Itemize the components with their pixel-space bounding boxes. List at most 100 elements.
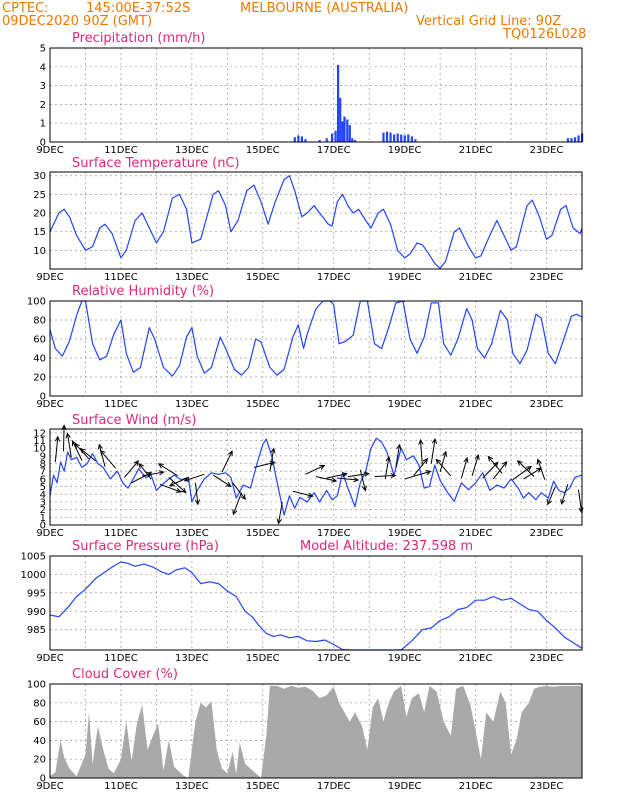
precip-bar (385, 131, 389, 142)
x-tick-label: 17DEC (317, 399, 351, 410)
y-tick-label: 80 (33, 316, 46, 327)
y-tick-label: 20 (33, 209, 46, 220)
wind-line (49, 437, 583, 516)
precip-bar (336, 64, 340, 142)
x-tick-label: 11DEC (104, 145, 138, 156)
precip-bar (389, 132, 392, 142)
wind-arrow (99, 449, 116, 469)
x-tick-label: 19DEC (388, 399, 422, 410)
y-tick-label: 9 (40, 451, 46, 462)
header-run-code: TQ0126L028 (503, 27, 587, 42)
humidity-line (49, 300, 583, 377)
x-tick-label: 13DEC (175, 399, 209, 410)
x-tick-label: 23DEC (530, 781, 564, 792)
x-tick-label: 11DEC (104, 781, 138, 792)
x-tick-label: 13DEC (175, 781, 209, 792)
cloud-cover-frame (49, 683, 583, 779)
x-tick-label: 9DEC (36, 781, 63, 792)
x-tick-label: 19DEC (388, 145, 422, 156)
y-tick-label: 15 (33, 227, 46, 238)
x-tick-label: 9DEC (36, 145, 63, 156)
precipitation-frame (49, 47, 583, 143)
y-tick-label: 12 (33, 428, 46, 439)
y-tick-label: 5 (40, 44, 46, 55)
header-grid-note: Vertical Grid Line: 90Z (416, 14, 562, 29)
precip-bar (382, 132, 385, 142)
wind-arrow (435, 458, 452, 477)
x-tick-label: 19DEC (388, 781, 422, 792)
y-tick-label: 3 (40, 81, 46, 92)
wind-arrow (97, 443, 106, 467)
y-tick-label: 995 (27, 588, 46, 599)
precip-bar (566, 138, 570, 142)
y-tick-label: 40 (33, 736, 46, 747)
precip-bar (570, 138, 573, 142)
wind-arrow (168, 476, 189, 487)
wind-arrow (157, 463, 178, 477)
y-tick-label: 3 (40, 497, 46, 508)
x-tick-label: 23DEC (530, 653, 564, 664)
y-tick-label: 0 (40, 521, 46, 532)
y-tick-label: 10 (33, 246, 46, 257)
wind-arrow (194, 482, 201, 506)
y-tick-label: 1 (40, 513, 46, 524)
x-tick-label: 23DEC (530, 399, 564, 410)
wind-arrow (374, 473, 397, 479)
wind-arrow (460, 456, 469, 479)
temperature-panel: Surface Temperature (nC) 10 15 20 25 30 9DEC 11… (33, 156, 583, 283)
wind-arrow (292, 490, 314, 498)
precip-bar (334, 130, 337, 142)
y-tick-label: 20 (33, 373, 46, 384)
wind-arrow (384, 455, 391, 480)
wind-arrow (404, 470, 432, 480)
x-tick-label: 13DEC (175, 145, 209, 156)
wind-arrow (183, 473, 205, 482)
x-tick-label: 19DEC (388, 528, 422, 539)
temperature-line (49, 175, 583, 269)
header-coords: 145:00E-37:52S (86, 1, 191, 16)
wind-arrow (138, 462, 152, 480)
wind-arrow (359, 469, 367, 492)
y-tick-label: 2 (40, 100, 46, 111)
humidity-panel: Relative Humidity (%) 0 20 40 60 80 100 9DEC 11D… (27, 284, 583, 410)
wind-arrow (212, 474, 232, 488)
wind-arrow (276, 501, 283, 525)
precip-bar (400, 134, 403, 142)
y-tick-label: 100 (27, 680, 46, 691)
wind-frame (49, 428, 583, 526)
x-tick-label: 13DEC (175, 528, 209, 539)
x-tick-label: 13DEC (175, 272, 209, 283)
x-tick-label: 9DEC (36, 399, 63, 410)
wind-arrow (61, 424, 67, 452)
y-tick-label: 2 (40, 505, 46, 516)
x-tick-label: 11DEC (104, 399, 138, 410)
x-tick-label: 17DEC (317, 781, 351, 792)
wind-arrow (79, 447, 97, 462)
y-tick-label: 0 (40, 138, 46, 149)
humidity-frame (49, 300, 583, 397)
x-tick-label: 19DEC (388, 272, 422, 283)
y-tick-label: 990 (27, 607, 46, 618)
wind-arrow (221, 450, 233, 473)
x-tick-label: 11DEC (104, 272, 138, 283)
header-source-label: CPTEC: (2, 1, 49, 16)
y-tick-label: 4 (40, 62, 46, 73)
precip-bar (396, 133, 399, 142)
x-tick-label: 15DEC (246, 528, 280, 539)
wind-arrow (232, 492, 242, 516)
precip-bar (351, 138, 354, 142)
x-tick-label: 17DEC (317, 145, 351, 156)
y-tick-label: 60 (33, 335, 46, 346)
wind-arrow (413, 457, 429, 477)
wind-arrow (512, 465, 533, 481)
wind-arrow (142, 470, 165, 477)
y-tick-label: 100 (27, 297, 46, 308)
wind-arrow (269, 447, 276, 472)
y-tick-label: 985 (27, 625, 46, 636)
x-tick-label: 21DEC (459, 528, 493, 539)
precip-bar (304, 139, 307, 142)
y-tick-label: 10 (33, 444, 46, 455)
wind-arrow (395, 443, 402, 468)
pressure-title: Surface Pressure (hPa) (72, 539, 219, 554)
